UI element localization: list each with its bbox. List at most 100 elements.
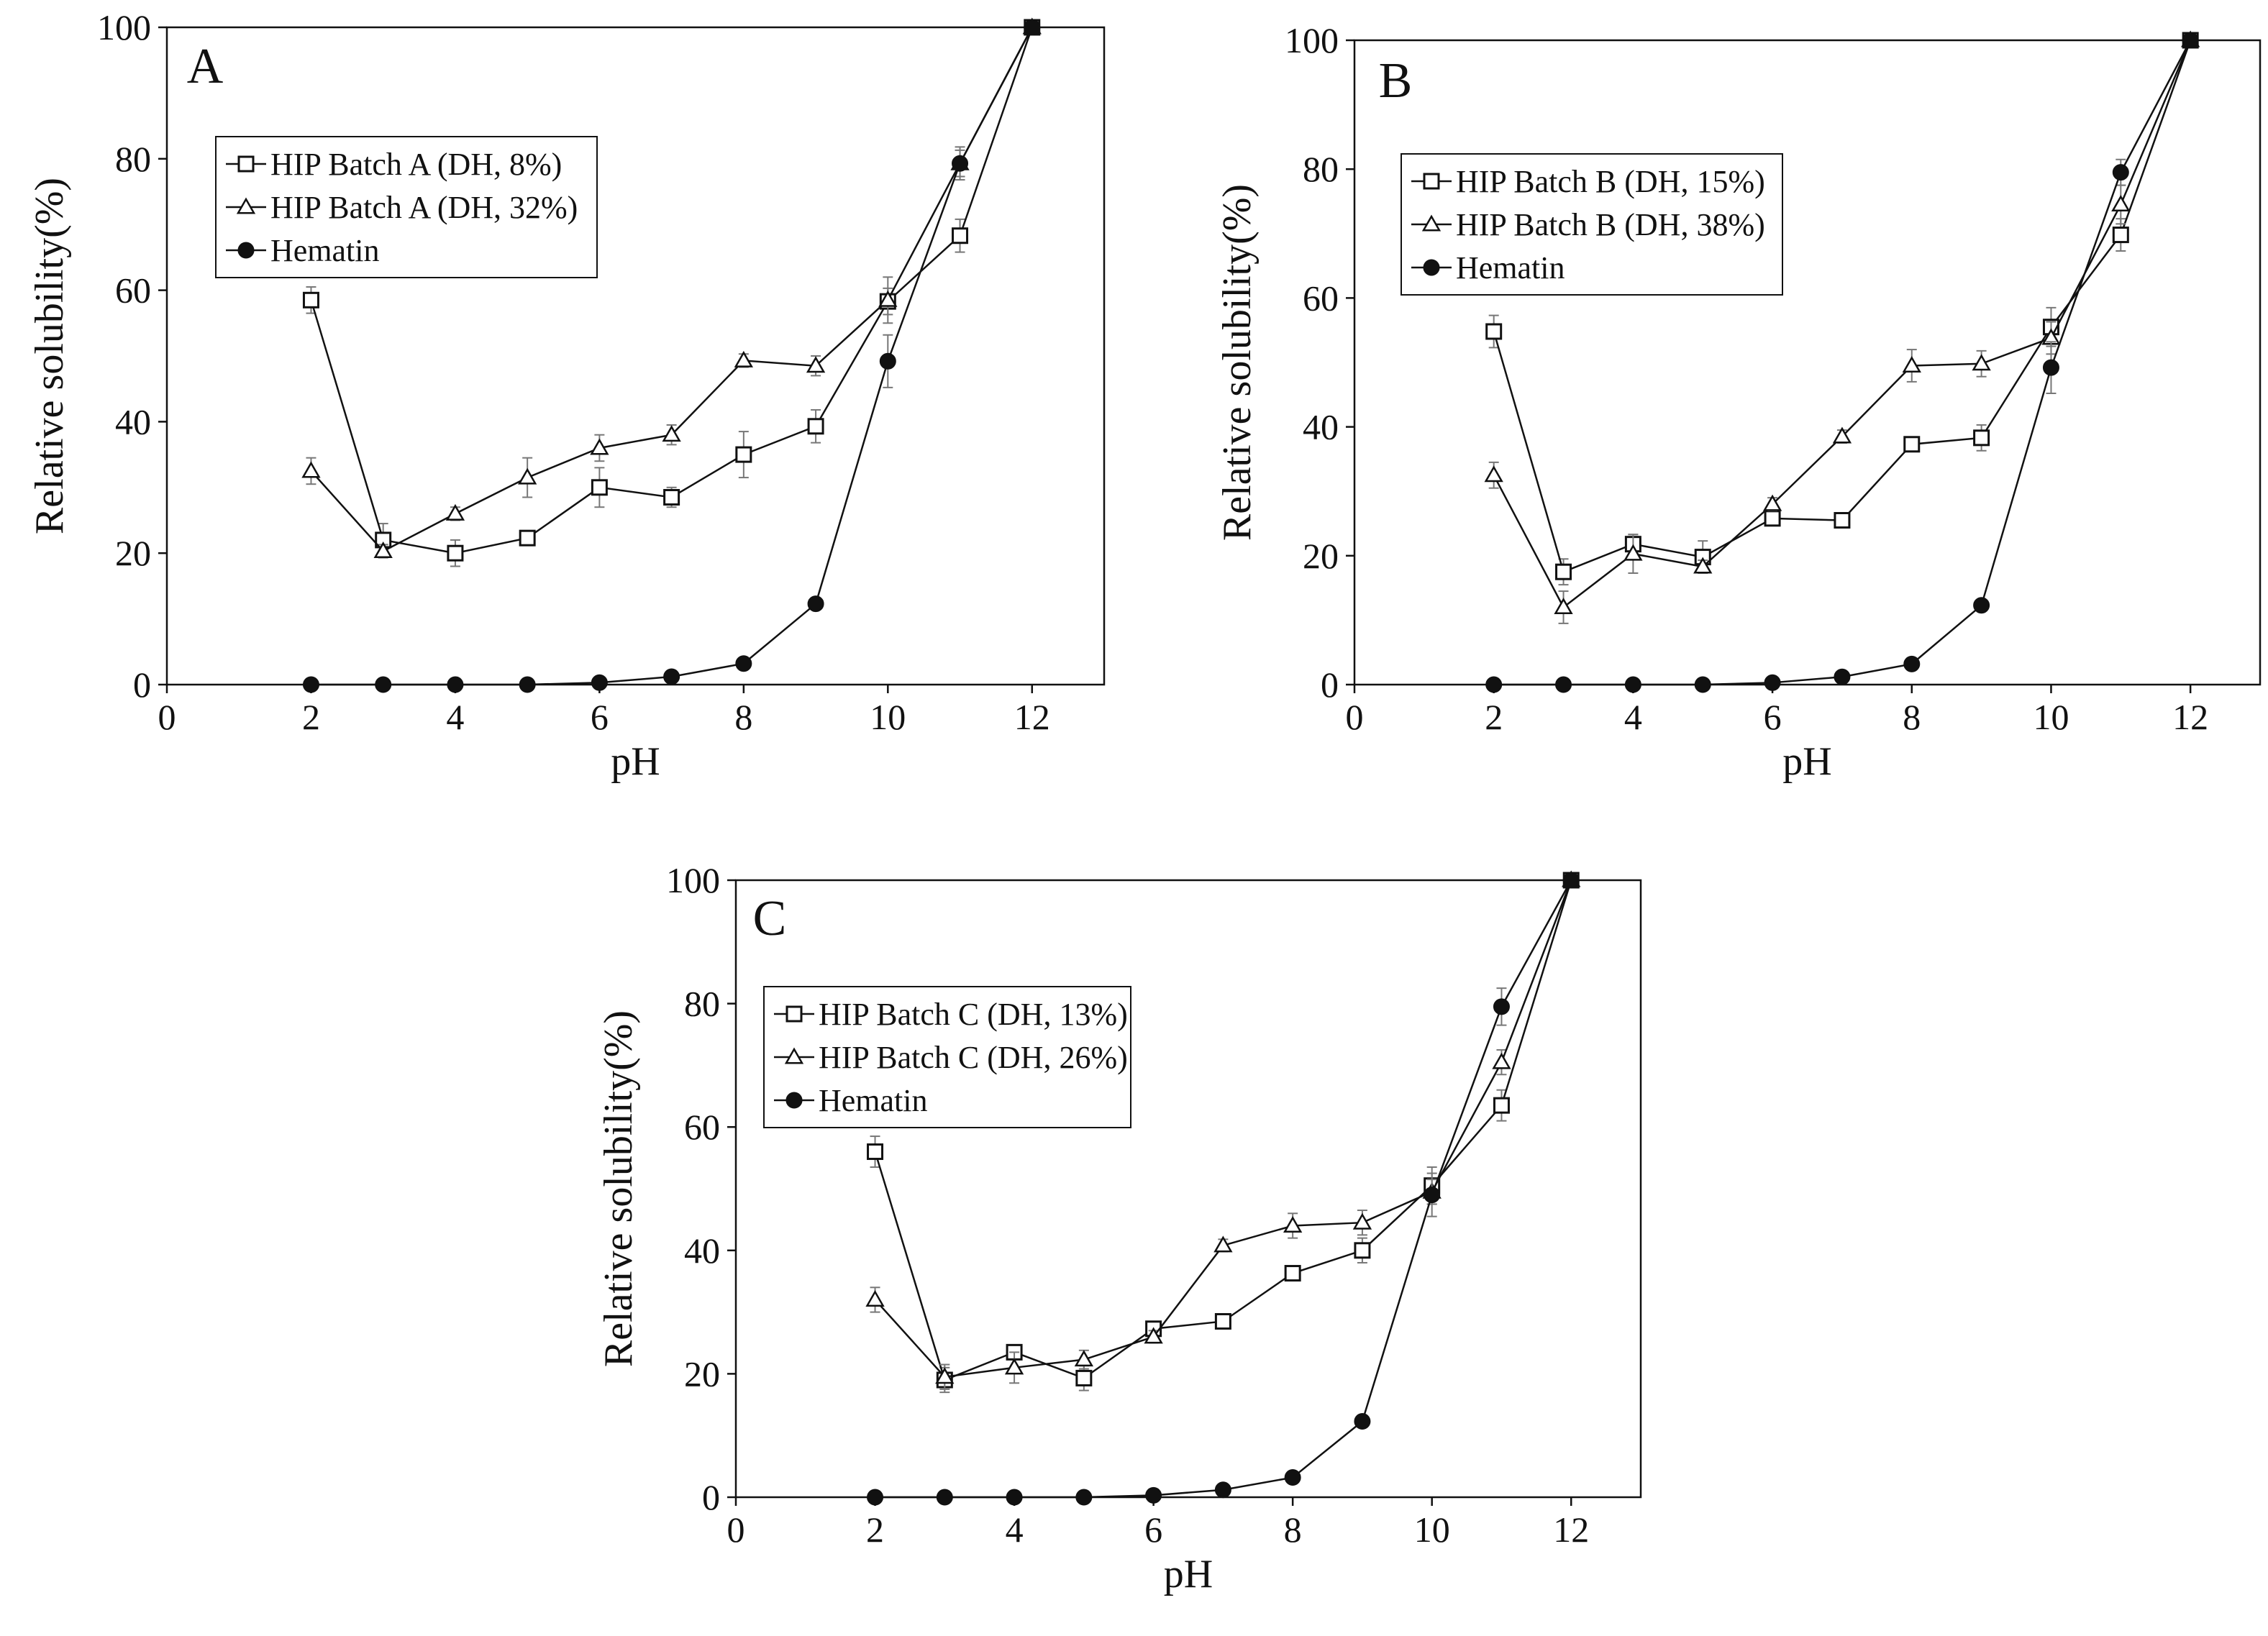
data-point [519, 676, 536, 693]
data-point [1764, 510, 1781, 527]
legend-box [763, 986, 1131, 1128]
legend: HIP Batch A (DH, 8%) HIP Batch A (DH, 32%… [215, 136, 598, 278]
y-tick-label: 100 [97, 7, 151, 47]
legend-marker [237, 155, 255, 173]
data-point [1144, 1327, 1163, 1344]
data-point [447, 544, 464, 562]
data-point [1902, 355, 1921, 373]
y-tick-label: 20 [115, 533, 151, 573]
x-tick-label: 0 [1346, 697, 1364, 737]
legend-marker [1421, 214, 1442, 232]
data-point [1485, 676, 1503, 693]
data-point [1284, 1469, 1301, 1486]
x-axis-label: pH [1164, 1552, 1213, 1596]
series-triangle [865, 870, 1581, 1390]
data-point [1354, 1242, 1371, 1259]
data-point [1213, 1235, 1233, 1253]
x-tick-label: 4 [446, 697, 464, 737]
legend: HIP Batch B (DH, 15%) HIP Batch B (DH, 38… [1401, 153, 1783, 296]
x-tick-label: 8 [734, 697, 752, 737]
data-point [865, 1289, 885, 1307]
data-point [807, 418, 824, 435]
data-point [1554, 597, 1573, 614]
data-point [1903, 655, 1921, 672]
y-tick-label: 100 [1285, 20, 1339, 60]
y-tick-label: 0 [133, 664, 151, 705]
data-point [663, 489, 680, 506]
plot-frame [165, 26, 1106, 686]
data-point [735, 655, 752, 672]
x-tick-label: 10 [1414, 1509, 1450, 1550]
data-point [1973, 597, 1990, 614]
data-point [1555, 676, 1572, 693]
data-point [1764, 674, 1781, 691]
x-tick-label: 0 [727, 1509, 745, 1550]
series-square [302, 19, 1041, 567]
y-axis-label: Relative solubility(%) [27, 178, 72, 534]
x-tick-label: 2 [866, 1509, 884, 1550]
data-point [1693, 557, 1713, 574]
data-point [447, 676, 464, 693]
legend-marker [1423, 259, 1440, 276]
legend-entry: HIP Batch A (DH, 32%) [270, 190, 578, 225]
series-square [867, 872, 1580, 1394]
series-line [1493, 40, 2192, 573]
y-tick-label: 60 [684, 1107, 720, 1147]
y-axis-label: Relative solubility(%) [596, 1010, 641, 1367]
data-point [1024, 19, 1041, 36]
data-point [1074, 1350, 1094, 1367]
legend-marker [784, 1047, 804, 1064]
y-tick-label: 0 [702, 1477, 720, 1517]
data-point [2111, 194, 2131, 211]
y-tick-label: 0 [1321, 664, 1339, 705]
data-point [590, 438, 609, 455]
data-point [735, 446, 752, 463]
y-tick-label: 40 [115, 401, 151, 442]
x-tick-label: 10 [870, 697, 906, 737]
data-point [1832, 426, 1852, 444]
data-point [302, 676, 319, 693]
data-point [1006, 1489, 1023, 1506]
legend-entry: HIP Batch B (DH, 15%) [1456, 164, 1765, 199]
data-point [2042, 359, 2059, 376]
data-point [1075, 1369, 1093, 1386]
series-square [1485, 32, 2199, 586]
y-tick-label: 100 [666, 860, 720, 900]
chart-panel-b: 0 2 4 6 8 10 12 0 20 40 60 80 100 pH Relative solubili… [1215, 20, 2262, 784]
legend-marker [785, 1092, 803, 1109]
data-point [517, 467, 537, 485]
data-point [1834, 512, 1851, 529]
data-point [1762, 494, 1782, 511]
data-point [663, 668, 680, 685]
data-point [935, 1367, 955, 1384]
data-point [519, 529, 536, 547]
data-point [662, 425, 681, 442]
y-axis-label: Relative solubility(%) [1215, 184, 1260, 541]
data-point [1484, 465, 1503, 483]
series-line [310, 27, 1033, 554]
data-point [806, 356, 826, 373]
data-point [1492, 1052, 1511, 1069]
x-tick-label: 12 [2172, 697, 2208, 737]
data-point [1493, 1097, 1510, 1114]
data-point [1903, 436, 1921, 453]
data-point [1555, 563, 1572, 580]
data-point [807, 595, 824, 613]
chart-panel-c: 0 2 4 6 8 10 12 0 20 40 60 80 100 pH Relative solubili… [596, 860, 1642, 1596]
series-line [875, 879, 1572, 1499]
data-point [373, 541, 393, 558]
chart-panel-a: 0 2 4 6 8 10 12 0 20 40 60 80 100 pH Relative solubili… [27, 7, 1106, 784]
x-tick-label: 6 [1764, 697, 1782, 737]
data-point [2182, 32, 2199, 49]
data-point [734, 350, 754, 367]
data-point [1624, 676, 1641, 693]
y-tick-label: 40 [1303, 407, 1339, 447]
x-tick-label: 6 [591, 697, 609, 737]
legend-marker [785, 1005, 803, 1023]
data-point [1214, 1312, 1231, 1330]
y-tick-label: 60 [115, 270, 151, 311]
x-tick-label: 4 [1006, 1509, 1024, 1550]
legend-entry: HIP Batch C (DH, 26%) [819, 1040, 1128, 1075]
legend-marker [1423, 173, 1440, 190]
legend-box [1401, 153, 1783, 296]
